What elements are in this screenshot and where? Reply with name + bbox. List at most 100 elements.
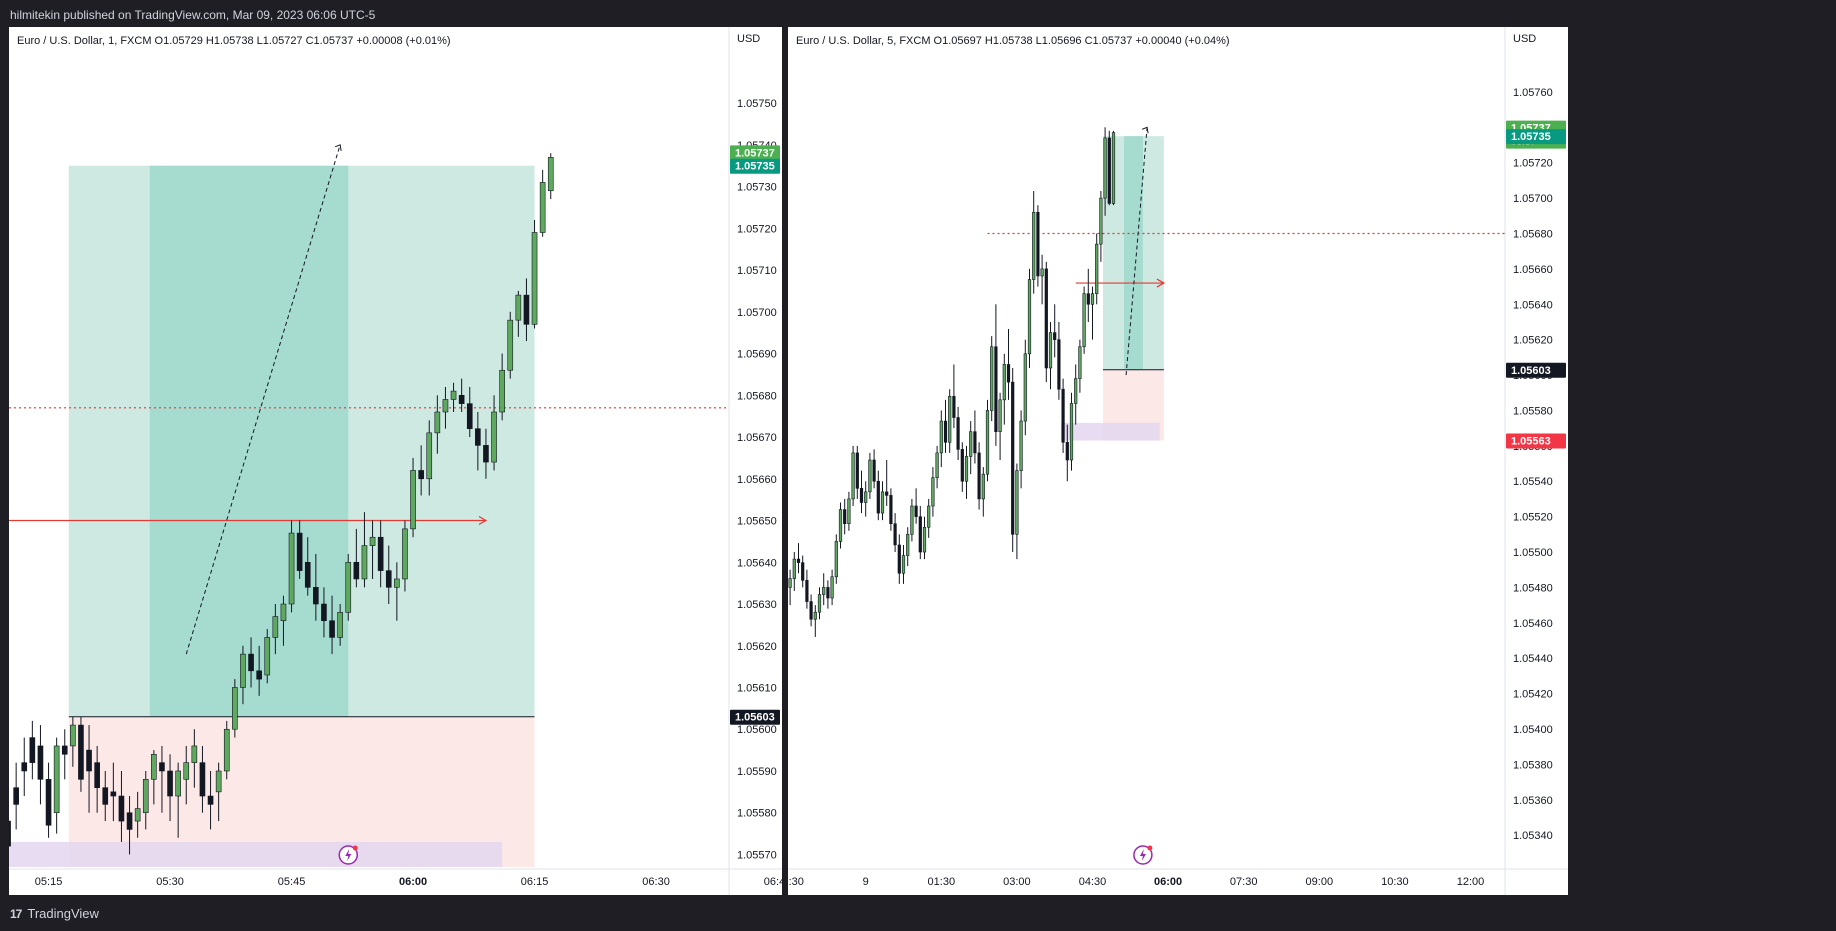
candle-down <box>843 509 847 525</box>
candle-down <box>1107 137 1111 204</box>
candle-down <box>78 724 84 780</box>
candle-down <box>801 562 805 581</box>
candle-down <box>29 737 36 763</box>
lightning-bolt <box>345 849 352 861</box>
x-tick-label: 09:00 <box>1306 876 1334 888</box>
candle-down <box>207 795 214 805</box>
price-badge-label: 1.05603 <box>1511 365 1551 377</box>
candle-up <box>272 616 279 638</box>
y-tick-label: 1.05480 <box>1513 582 1553 594</box>
candle-down <box>885 491 889 496</box>
chart-svg[interactable]: USD1.057601.057401.057201.057001.056801.… <box>788 27 1568 895</box>
x-tick-label: 06:45 <box>764 876 782 888</box>
candle-down <box>893 523 897 546</box>
candle-up <box>981 473 985 500</box>
candle-up <box>232 687 238 730</box>
candle-up <box>817 594 822 613</box>
candle-up <box>901 555 906 574</box>
candle-up <box>822 587 826 595</box>
candle-up <box>906 534 910 556</box>
currency-label: USD <box>1513 33 1536 45</box>
candle-down <box>859 488 864 503</box>
y-tick-label: 1.05720 <box>737 223 777 235</box>
candle-up <box>985 410 990 475</box>
candle-up <box>1078 346 1082 379</box>
candle-down <box>61 745 68 755</box>
chart-svg[interactable]: USD1.057501.057401.057301.057201.057101.… <box>9 27 782 895</box>
candle-down <box>385 570 392 588</box>
candle-down <box>329 620 335 638</box>
tradingview-logo[interactable]: 17 TradingView <box>10 906 99 921</box>
y-tick-label: 1.05500 <box>1513 547 1553 559</box>
candle-up <box>998 399 1002 432</box>
y-tick-label: 1.05620 <box>1513 335 1553 347</box>
x-tick-label: 03:00 <box>1003 876 1031 888</box>
x-tick-label: 06:00 <box>1154 876 1182 888</box>
chart-pane-1m[interactable]: USD1.057501.057401.057301.057201.057101.… <box>9 27 782 895</box>
candle-up <box>223 728 230 772</box>
y-tick-label: 1.05360 <box>1513 795 1553 807</box>
candle-down <box>809 601 813 620</box>
candle-down <box>483 445 489 463</box>
x-tick-label: 04:30 <box>1079 876 1107 888</box>
publisher-bar: hilmitekin published on TradingView.com,… <box>0 0 1836 27</box>
publisher-line: hilmitekin published on TradingView.com,… <box>10 8 376 22</box>
candle-up <box>507 319 514 371</box>
candle-down <box>9 820 11 847</box>
candle-down <box>1006 364 1011 383</box>
candle-down <box>159 762 165 772</box>
candle-down <box>102 787 109 805</box>
candle-up <box>1099 197 1103 245</box>
candle-up <box>402 528 408 580</box>
candle-up <box>539 182 546 233</box>
candle-down <box>805 580 809 602</box>
price-badge <box>730 158 780 174</box>
candle-down <box>1065 442 1069 461</box>
footer-bar: 17 TradingView <box>0 895 1836 931</box>
candle-down <box>1061 388 1065 443</box>
candle-down <box>914 505 918 517</box>
candle-down <box>977 452 981 500</box>
y-tick-label: 1.05760 <box>1513 87 1553 99</box>
candle-up <box>1027 279 1032 355</box>
lightning-bolt <box>1139 849 1146 861</box>
candle-up <box>53 745 60 814</box>
candle-up <box>240 653 246 688</box>
candle-up <box>151 753 157 780</box>
candle-up <box>515 294 522 321</box>
brand-name: TradingView <box>27 906 99 921</box>
candle-up <box>969 431 973 457</box>
chart-pane-5m[interactable]: USD1.057601.057401.057201.057001.056801.… <box>788 27 1568 895</box>
candle-up <box>394 578 400 588</box>
candle-up <box>813 611 817 620</box>
candle-up <box>1095 243 1099 294</box>
price-badge <box>1506 362 1566 378</box>
y-tick-label: 1.05660 <box>737 474 777 486</box>
price-badge-label: 1.05735 <box>735 161 775 173</box>
candle-up <box>142 779 149 814</box>
candle-down <box>248 653 254 672</box>
candle-down <box>1057 339 1061 390</box>
candle-up <box>288 532 295 605</box>
candle-up <box>442 399 449 413</box>
y-tick-label: 1.05720 <box>1513 158 1553 170</box>
candle-down <box>1011 381 1015 535</box>
candle-up <box>1082 293 1086 348</box>
candle-up <box>1074 378 1078 404</box>
arrow-head <box>478 516 488 526</box>
candle-up <box>183 762 190 780</box>
candle-down <box>321 603 327 622</box>
candle-down <box>897 544 901 574</box>
candle-up <box>880 491 885 514</box>
candle-down <box>1086 293 1090 305</box>
candle-down <box>110 791 117 797</box>
x-tick-label: 06:15 <box>521 876 549 888</box>
candle-up <box>361 545 368 580</box>
x-tick-label: 9 <box>863 876 869 888</box>
notification-dot <box>352 845 358 851</box>
candle-down <box>826 587 830 599</box>
price-badge <box>1506 433 1566 449</box>
candle-up <box>191 745 198 763</box>
y-tick-label: 1.05640 <box>737 557 777 569</box>
candle-up <box>927 505 931 528</box>
